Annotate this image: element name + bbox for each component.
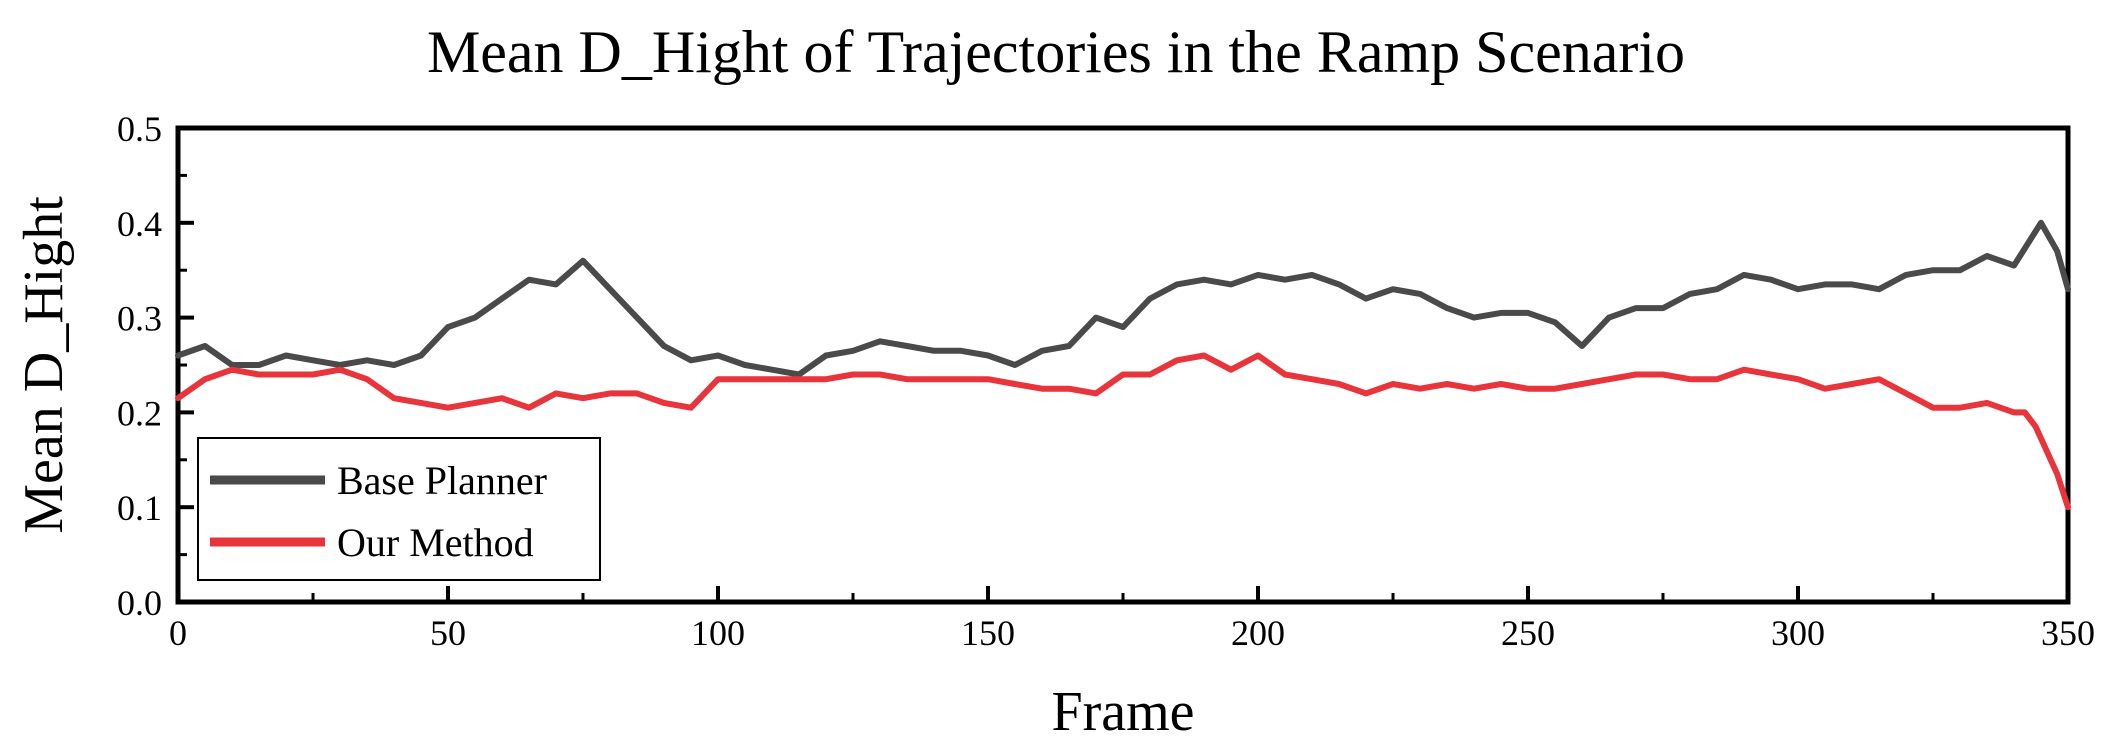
chart-title: Mean D_Hight of Trajectories in the Ramp… bbox=[427, 19, 1685, 85]
y-tick-label: 0.4 bbox=[117, 204, 162, 244]
x-tick-label: 0 bbox=[169, 613, 187, 653]
y-tick-label: 0.5 bbox=[117, 109, 162, 149]
y-tick-label: 0.2 bbox=[117, 393, 162, 433]
legend: Base Planner Our Method bbox=[197, 437, 601, 581]
x-tick-label: 50 bbox=[430, 613, 466, 653]
series-layer bbox=[175, 219, 2071, 511]
x-tick-label: 150 bbox=[961, 613, 1015, 653]
legend-label-base-planner: Base Planner bbox=[337, 458, 547, 503]
x-tick-label: 250 bbox=[1501, 613, 1555, 653]
legend-box bbox=[197, 437, 601, 581]
axis-ticks: 0 50 100 150 200 250 300 350 0.0 0.1 0.2 0.3 0.4 0.5 bbox=[117, 109, 2095, 653]
x-tick-label: 350 bbox=[2041, 613, 2095, 653]
x-tick-label: 300 bbox=[1771, 613, 1825, 653]
y-tick-label: 0.1 bbox=[117, 488, 162, 528]
y-axis-label: Mean D_Hight bbox=[13, 196, 75, 534]
y-tick-label: 0.3 bbox=[117, 299, 162, 339]
legend-label-our-method: Our Method bbox=[337, 520, 534, 565]
series-line-base-planner bbox=[175, 219, 2071, 378]
y-tick-label: 0.0 bbox=[117, 583, 162, 623]
x-tick-label: 100 bbox=[691, 613, 745, 653]
series-line-our-method bbox=[175, 352, 2071, 511]
x-axis-label: Frame bbox=[1051, 681, 1194, 743]
x-tick-label: 200 bbox=[1231, 613, 1285, 653]
